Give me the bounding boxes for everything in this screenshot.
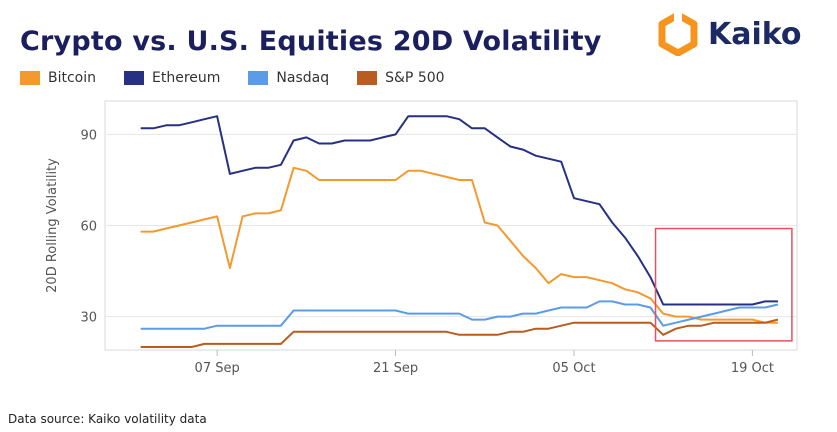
legend-item: Nasdaq [248, 70, 329, 86]
y-tick-label: 30 [80, 311, 97, 326]
series-line [140, 318, 779, 348]
data-source-note: Data source: Kaiko volatility data [8, 412, 207, 426]
legend-swatch [124, 71, 145, 85]
x-tick-label: 21 Sep [373, 361, 418, 376]
x-tick-label: 19 Oct [731, 361, 774, 376]
legend-swatch [20, 71, 40, 85]
legend-swatch [248, 71, 269, 85]
series-line [140, 166, 778, 324]
legend-swatch [357, 71, 378, 85]
y-tick-label: 90 [80, 128, 97, 143]
legend-label: S&P 500 [385, 70, 445, 86]
highlight-box [654, 227, 793, 342]
legend-item: Bitcoin [20, 70, 96, 86]
kaiko-logo: Kaiko [656, 12, 802, 56]
x-tick-label: 05 Oct [552, 361, 595, 376]
series-line [140, 115, 778, 306]
legend-label: Ethereum [152, 70, 221, 86]
legend-label: Bitcoin [48, 70, 97, 86]
kaiko-logo-text: Kaiko [708, 16, 802, 52]
y-axis-label: 20D Rolling Volatility [45, 158, 60, 293]
legend-label: Nasdaq [276, 70, 330, 86]
kaiko-hexagon-icon [658, 12, 698, 56]
legend-item: Ethereum [124, 70, 220, 86]
series-line [140, 300, 779, 330]
x-tick-label: 07 Sep [195, 361, 240, 376]
legend-item: S&P 500 [357, 70, 445, 86]
y-tick-label: 60 [80, 220, 97, 235]
legend: Bitcoin Ethereum Nasdaq S&P 500 [20, 68, 473, 88]
chart-title: Crypto vs. U.S. Equities 20D Volatility [20, 26, 602, 57]
